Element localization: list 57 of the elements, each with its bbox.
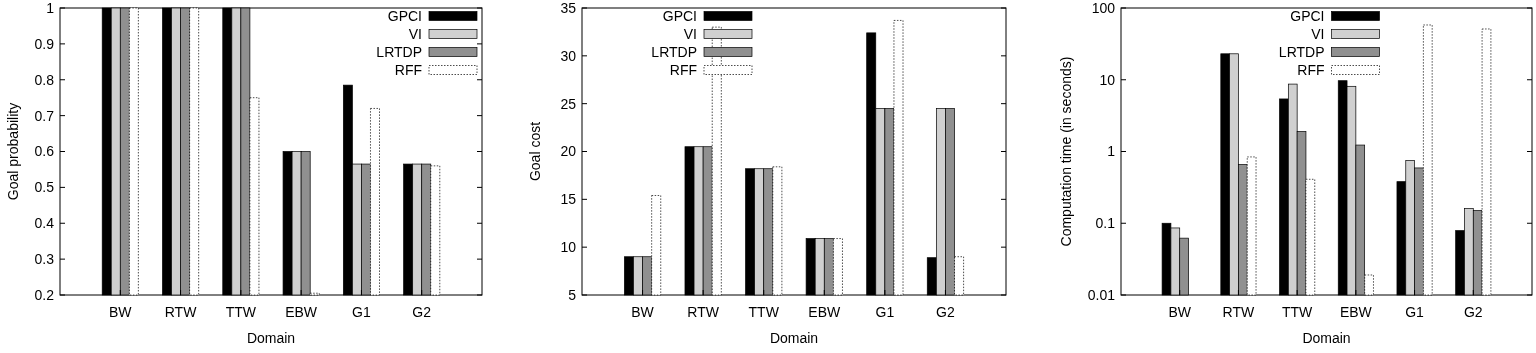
x-axis-title: Domain: [246, 330, 296, 346]
y-tick-label: 0.1: [1095, 215, 1116, 232]
x-tick-label: EBW: [285, 304, 318, 320]
x-axis-title: Domain: [769, 330, 819, 346]
x-tick-label: RTW: [164, 304, 198, 320]
y-tick-label: 30: [560, 47, 577, 64]
legend-label: VI: [408, 25, 422, 42]
y-tick-label: 20: [560, 143, 577, 160]
x-tick-label: BW: [1168, 304, 1192, 320]
x-tick-label: BW: [631, 304, 655, 320]
y-tick-label: 1: [46, 0, 55, 16]
x-tick-label: G2: [412, 304, 432, 320]
legend-label: LRTDP: [1278, 43, 1325, 60]
y-tick-label: 0.01: [1087, 286, 1116, 303]
legend-label: GPCI: [387, 7, 422, 24]
y-tick-label: 1: [1107, 143, 1116, 160]
x-tick-label: G2: [936, 304, 955, 320]
y-tick-label: 5: [568, 286, 577, 303]
x-tick-label: BW: [109, 304, 133, 320]
x-tick-label: TTW: [225, 304, 257, 320]
y-tick-label: 10: [560, 239, 577, 256]
legend-label: RFF: [1297, 61, 1325, 78]
legend-label: VI: [1311, 25, 1325, 42]
legend-label: VI: [683, 25, 697, 42]
y-tick-label: 0.2: [34, 286, 55, 303]
x-tick-label: EBW: [808, 304, 842, 320]
y-tick-label: 0.6: [34, 143, 55, 160]
y-tick-label: 0.4: [34, 215, 55, 232]
x-tick-label: TTW: [748, 304, 780, 320]
legend-label: RFF: [669, 61, 697, 78]
x-tick-label: RTW: [1222, 304, 1256, 320]
legend-label: RFF: [394, 61, 422, 78]
x-axis-title: Domain: [1302, 330, 1351, 346]
x-tick-label: G1: [1405, 304, 1425, 320]
y-tick-label: 100: [1091, 0, 1116, 16]
y-tick-label: 0.8: [34, 71, 55, 88]
legend-label: GPCI: [662, 7, 697, 24]
x-tick-label: G2: [1463, 304, 1483, 320]
x-tick-label: G1: [875, 304, 895, 320]
legend-label: LRTDP: [651, 43, 697, 60]
legend-label: GPCI: [1290, 7, 1325, 24]
x-tick-label: G1: [352, 304, 371, 320]
y-tick-label: 35: [560, 0, 577, 16]
legend-label: LRTDP: [376, 43, 422, 60]
y-axis-title: Computation time (in seconds): [1058, 56, 1074, 247]
x-tick-label: TTW: [1281, 304, 1314, 320]
y-tick-label: 0.3: [34, 251, 55, 268]
y-tick-label: 0.9: [34, 35, 55, 52]
y-tick-label: 0.5: [34, 179, 55, 196]
y-tick-label: 25: [560, 95, 577, 112]
y-tick-label: 0.7: [34, 107, 55, 124]
y-axis-title: Goal probability: [5, 102, 21, 201]
y-axis-title: Goal cost: [527, 121, 543, 182]
y-tick-label: 10: [1099, 71, 1116, 88]
y-tick-label: 15: [560, 191, 577, 208]
x-tick-label: RTW: [687, 304, 720, 320]
x-tick-label: EBW: [1339, 304, 1373, 320]
